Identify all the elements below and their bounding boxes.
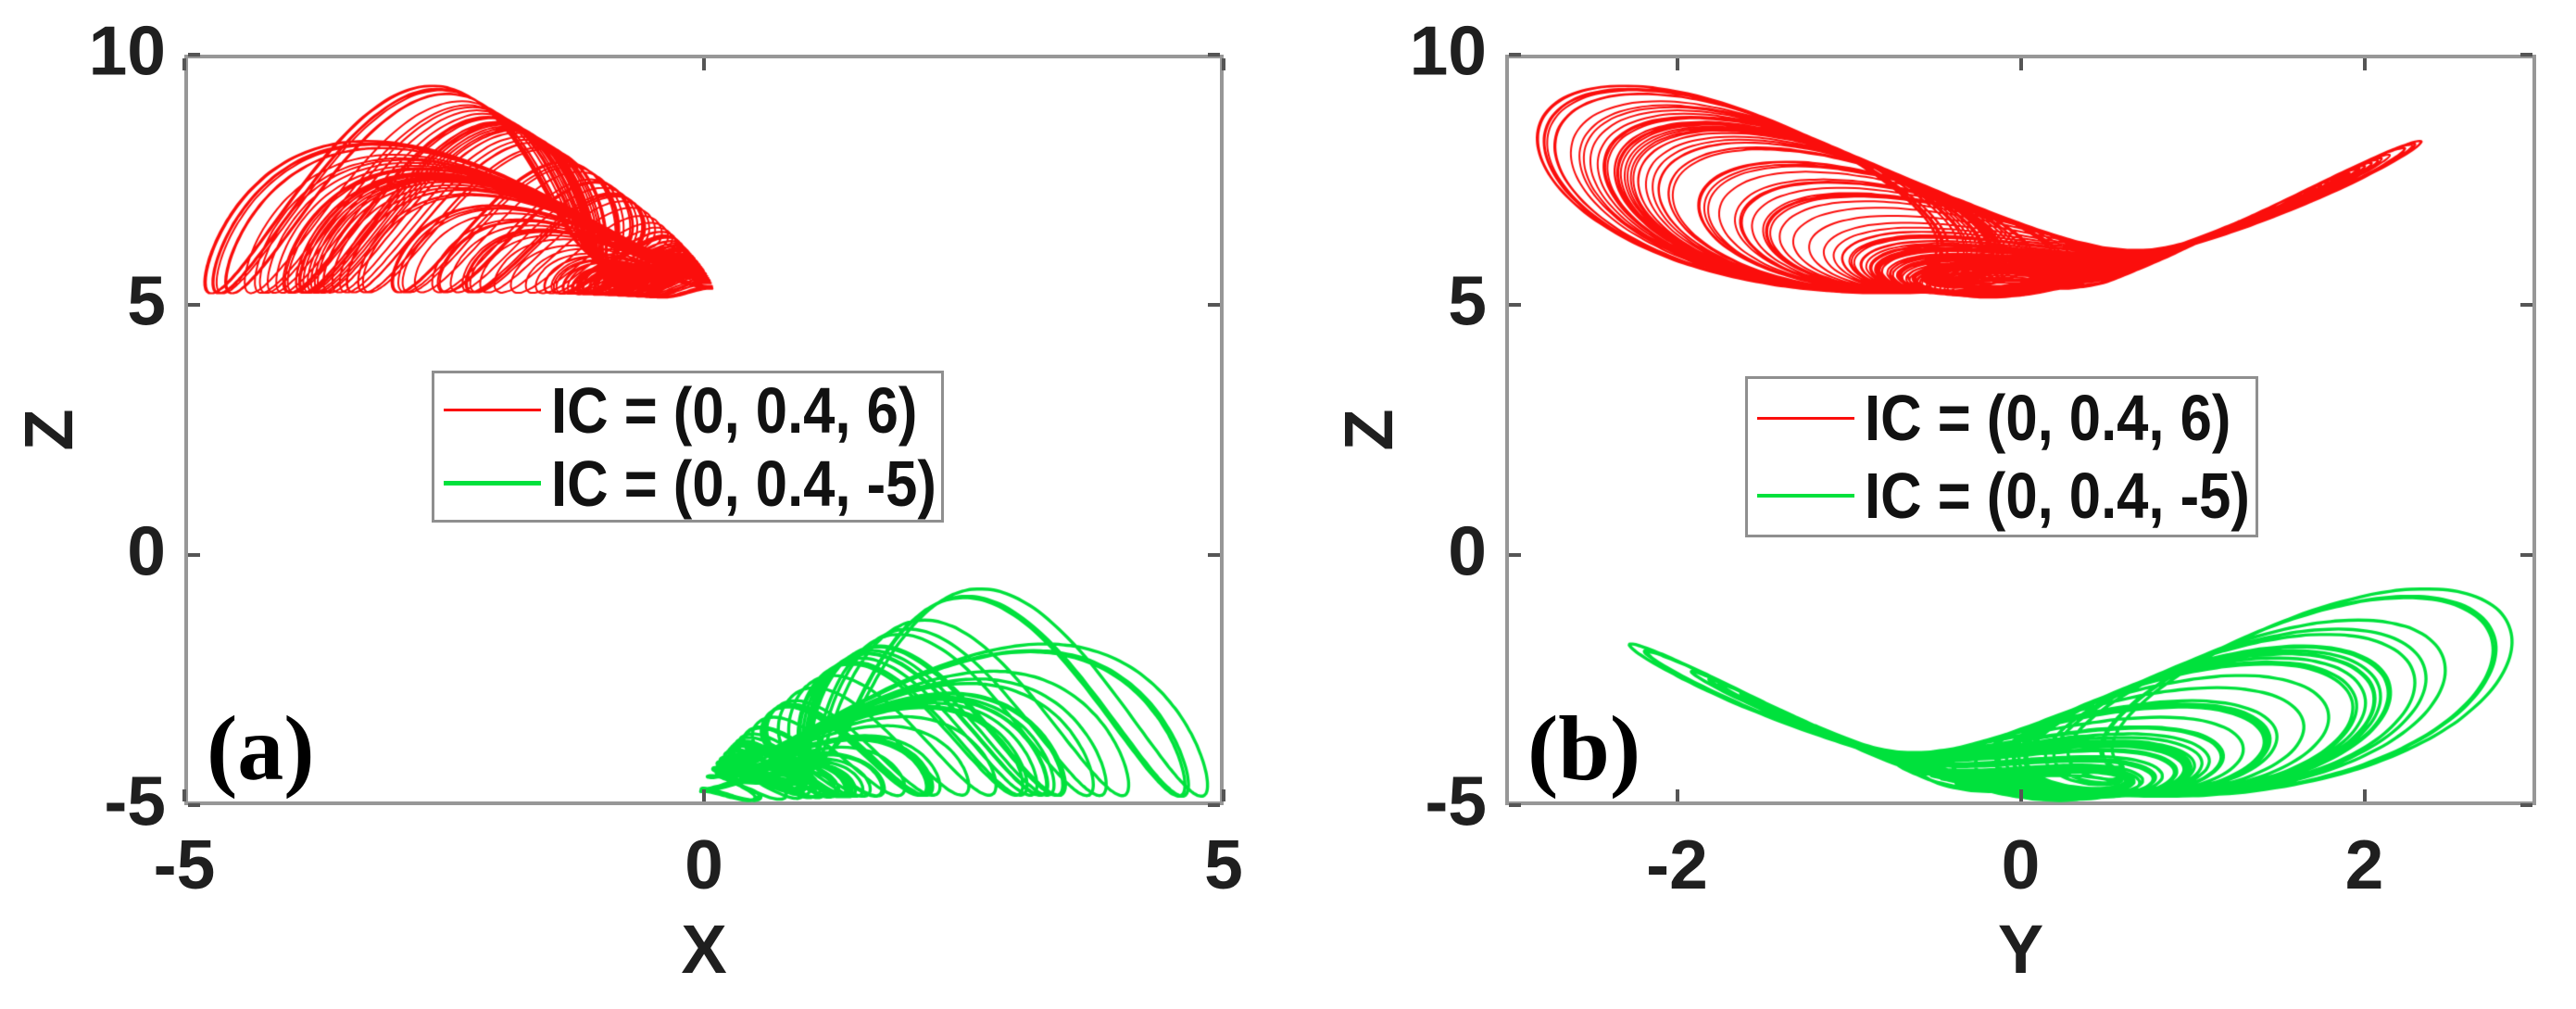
- tick-mark-x: [702, 789, 706, 801]
- legend-line-red-icon: [444, 409, 541, 411]
- y-tick-label: -5: [104, 762, 166, 840]
- x-tick-label: 0: [685, 826, 723, 903]
- y-axis-label: Z: [10, 409, 87, 451]
- y-tick-label: 10: [88, 11, 166, 90]
- tick-mark-x: [2018, 789, 2023, 801]
- tick-mark-y: [1208, 553, 1220, 557]
- tick-mark-y: [1509, 303, 1521, 307]
- panel-letter-label: (a): [207, 697, 315, 800]
- tick-mark-x: [2362, 789, 2367, 801]
- legend-entry-label: IC = (0, 0.4, -5): [551, 447, 936, 520]
- tick-mark-y: [2520, 303, 2532, 307]
- tick-mark-x: [702, 58, 706, 70]
- tick-mark-y: [188, 803, 200, 807]
- legend-box-b: IC = (0, 0.4, 6) IC = (0, 0.4, -5): [1745, 376, 2258, 537]
- tick-mark-y: [1208, 303, 1220, 307]
- tick-mark-x: [1675, 58, 1679, 70]
- tick-mark-y: [1509, 803, 1521, 807]
- y-tick-label: 5: [127, 261, 166, 340]
- tick-mark-x: [1675, 789, 1679, 801]
- tick-mark-y: [188, 303, 200, 307]
- tick-mark-x: [1222, 58, 1225, 70]
- tick-mark-x: [182, 58, 186, 70]
- x-axis-label: X: [681, 911, 727, 988]
- tick-mark-x: [2362, 58, 2367, 70]
- legend-line-green-icon: [1757, 493, 1854, 498]
- y-axis-label: Z: [1330, 409, 1407, 451]
- tick-mark-y: [1509, 53, 1521, 57]
- legend-entry-label: IC = (0, 0.4, 6): [1865, 382, 2231, 454]
- x-tick-label: -2: [1646, 826, 1708, 903]
- x-axis-label: Y: [1997, 911, 2044, 988]
- tick-mark-x: [182, 789, 186, 801]
- legend-line-green-icon: [444, 481, 541, 486]
- tick-mark-y: [2520, 53, 2532, 57]
- y-tick-label: -5: [1425, 762, 1487, 840]
- tick-mark-x: [2018, 58, 2023, 70]
- tick-mark-y: [1509, 553, 1521, 557]
- legend-row: IC = (0, 0.4, -5): [1748, 457, 2256, 535]
- legend-entry-label: IC = (0, 0.4, -5): [1865, 460, 2250, 532]
- tick-mark-y: [1208, 53, 1220, 57]
- y-tick-label: 0: [1448, 511, 1487, 590]
- tick-mark-y: [188, 553, 200, 557]
- legend-row: IC = (0, 0.4, 6): [1748, 379, 2256, 457]
- x-tick-label: 5: [1204, 826, 1243, 903]
- x-tick-label: -5: [153, 826, 216, 903]
- tick-mark-x: [1222, 789, 1225, 801]
- legend-row: IC = (0, 0.4, -5): [434, 447, 941, 520]
- legend-box-a: IC = (0, 0.4, 6) IC = (0, 0.4, -5): [432, 371, 944, 523]
- panel-letter-label: (b): [1527, 697, 1641, 800]
- y-tick-label: 0: [127, 511, 166, 590]
- legend-entry-label: IC = (0, 0.4, 6): [551, 373, 918, 447]
- legend-line-red-icon: [1757, 416, 1854, 420]
- tick-mark-y: [2520, 803, 2532, 807]
- x-tick-label: 2: [2344, 826, 2384, 903]
- x-tick-label: 0: [2001, 826, 2041, 903]
- tick-mark-y: [2520, 553, 2532, 557]
- y-tick-label: 5: [1448, 261, 1487, 340]
- y-tick-label: 10: [1409, 11, 1487, 90]
- tick-mark-y: [1208, 803, 1220, 807]
- tick-mark-y: [188, 53, 200, 57]
- legend-row: IC = (0, 0.4, 6): [434, 373, 941, 447]
